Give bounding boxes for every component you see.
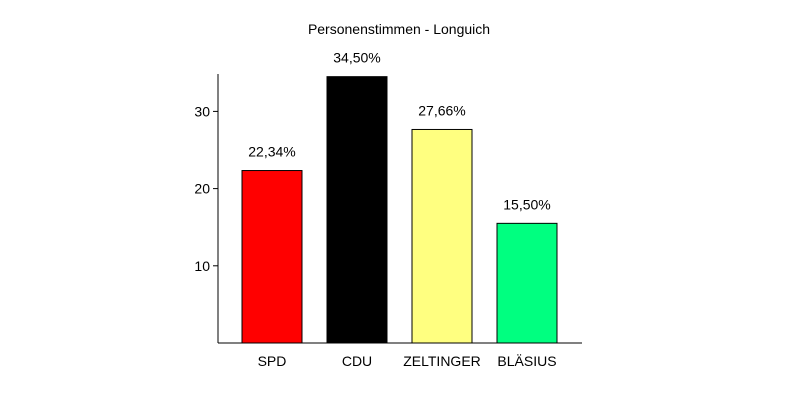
- data-label: 15,50%: [503, 196, 550, 212]
- chart-title: Personenstimmen - Longuich: [308, 21, 490, 37]
- bar-bläsius: [496, 222, 558, 344]
- data-label: 22,34%: [248, 144, 295, 160]
- category-label: CDU: [342, 353, 372, 369]
- y-tick-label: 10: [194, 258, 210, 274]
- category-label: SPD: [258, 353, 287, 369]
- y-tick-label: 20: [194, 181, 210, 197]
- bar-cdu: [326, 76, 388, 344]
- bars: [241, 76, 558, 344]
- category-labels: SPD CDU ZELTINGER BLÄSIUS: [258, 353, 557, 369]
- category-label: ZELTINGER: [403, 353, 481, 369]
- y-axis: 10 20 30: [194, 74, 219, 343]
- data-labels: 22,34% 34,50% 27,66% 15,50%: [248, 50, 550, 213]
- data-label: 27,66%: [418, 102, 465, 118]
- data-label: 34,50%: [333, 50, 380, 66]
- bar-spd: [241, 170, 303, 344]
- category-label: BLÄSIUS: [497, 353, 556, 369]
- y-tick-label: 30: [194, 103, 210, 119]
- bar-zeltinger: [411, 128, 473, 344]
